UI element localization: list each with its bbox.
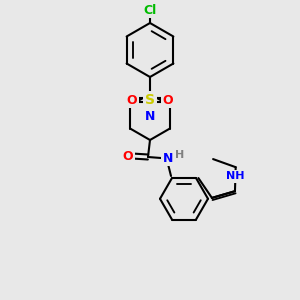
- Text: NH: NH: [226, 171, 245, 181]
- Text: O: O: [163, 94, 173, 106]
- Text: O: O: [123, 149, 133, 163]
- Text: S: S: [145, 93, 155, 107]
- Text: Cl: Cl: [143, 4, 157, 16]
- Text: O: O: [127, 94, 137, 106]
- Text: N: N: [145, 110, 155, 124]
- Text: H: H: [176, 150, 184, 160]
- Text: N: N: [163, 152, 173, 164]
